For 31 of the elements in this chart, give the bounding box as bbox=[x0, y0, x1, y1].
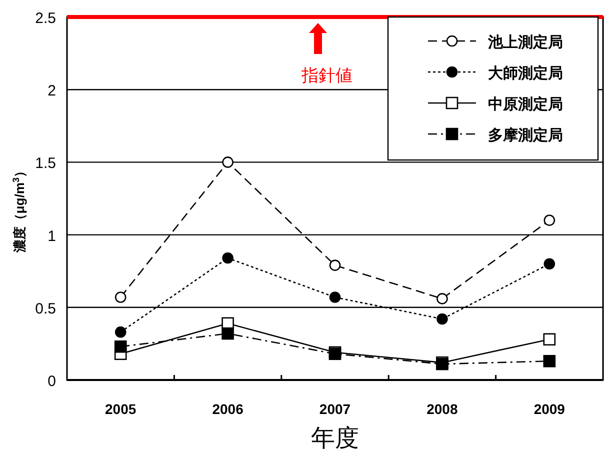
x-tick-label: 2008 bbox=[426, 401, 458, 417]
point bbox=[543, 354, 556, 368]
legend-label: 中原測定局 bbox=[488, 95, 563, 113]
point bbox=[436, 293, 448, 304]
point bbox=[222, 156, 234, 168]
point bbox=[543, 333, 556, 346]
x-tick-label: 2009 bbox=[534, 401, 566, 417]
y-tick-label: 0.5 bbox=[35, 300, 56, 318]
point bbox=[329, 292, 341, 303]
y-tick-label: 1 bbox=[48, 228, 56, 245]
y-tick-label: 2.5 bbox=[35, 10, 56, 27]
legend-label: 多摩測定局 bbox=[488, 126, 563, 144]
y-tick-label: 2 bbox=[48, 82, 56, 100]
x-tick-label: 2007 bbox=[319, 401, 351, 417]
point bbox=[436, 313, 448, 325]
point bbox=[114, 340, 127, 353]
x-tick-label: 2005 bbox=[105, 401, 136, 417]
y-tick-label: 0 bbox=[48, 373, 56, 390]
legend-label: 大師測定局 bbox=[488, 64, 563, 82]
point bbox=[544, 214, 556, 226]
point bbox=[222, 327, 234, 340]
y-tick-label: 1.5 bbox=[35, 155, 56, 172]
point bbox=[114, 326, 126, 338]
point bbox=[329, 260, 341, 271]
point bbox=[544, 258, 556, 270]
x-tick-label: 2006 bbox=[212, 401, 244, 417]
legend-label: 池上測定局 bbox=[487, 33, 563, 51]
x-axis-title: 年度 bbox=[311, 424, 359, 452]
point bbox=[222, 252, 234, 264]
ref-line-label: 指針値 bbox=[300, 66, 352, 85]
point bbox=[114, 292, 126, 303]
